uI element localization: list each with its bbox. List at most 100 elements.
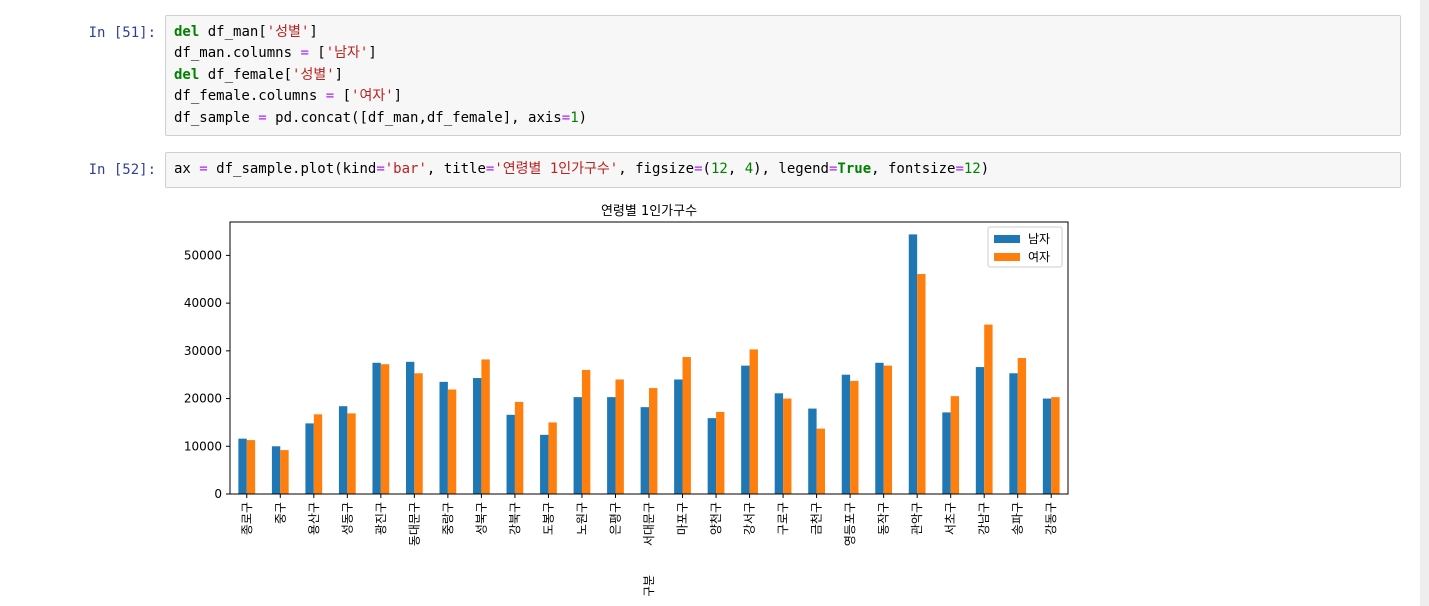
code-line: df_man.columns = ['남자']	[174, 43, 1392, 64]
bar-남자	[573, 397, 582, 494]
code-token: ]	[393, 88, 403, 105]
x-axis-label: 구분	[642, 575, 656, 596]
code-token: =	[955, 161, 964, 177]
code-token: [	[258, 24, 267, 40]
code-token: ax	[174, 161, 200, 177]
bar-여자	[783, 398, 792, 494]
code-line: del df_man['성별']	[174, 22, 1392, 43]
code-token: '남자'	[325, 45, 369, 62]
code-token: pd.concat([df_man,df_female], axis	[266, 109, 562, 126]
code-cell-input[interactable]: ax = df_sample.plot(kind='bar', title='연…	[165, 152, 1401, 188]
bar-남자	[741, 365, 750, 494]
code-token: '여자'	[351, 88, 394, 105]
bar-여자	[716, 411, 725, 494]
bar-여자	[850, 380, 859, 494]
bar-남자	[372, 362, 381, 494]
scrollbar[interactable]	[1420, 0, 1429, 606]
code-cell-input[interactable]: del df_man['성별'] df_man.columns = ['남자'] d…	[165, 15, 1401, 136]
code-token: df_man	[199, 24, 259, 40]
x-tick-label: 동대문구	[407, 502, 421, 546]
code-token: =	[199, 161, 208, 177]
legend-label: 남자	[1028, 232, 1050, 246]
x-tick-label: 강동구	[1044, 502, 1058, 535]
legend-label: 여자	[1028, 250, 1050, 264]
code-token: 'bar'	[384, 161, 427, 177]
bar-여자	[380, 364, 390, 494]
code-line: ax = df_sample.plot(kind='bar', title='연…	[174, 159, 1392, 180]
bar-남자	[908, 234, 918, 494]
bar-남자	[774, 393, 784, 494]
y-tick-label: 50000	[184, 248, 222, 262]
code-token: =	[485, 161, 495, 177]
code-token: True	[837, 161, 872, 177]
bar-여자	[581, 369, 591, 494]
code-token: =	[561, 109, 571, 126]
bar-남자	[540, 434, 549, 494]
code-token: )	[980, 161, 990, 177]
code-token: (	[702, 161, 711, 177]
bar-여자	[615, 379, 624, 494]
y-tick-label: 30000	[184, 344, 222, 358]
bar-여자	[481, 359, 490, 494]
bar-남자	[271, 446, 281, 494]
bar-여자	[347, 413, 356, 494]
x-tick-label: 금천구	[809, 502, 824, 535]
code-token: [	[283, 66, 293, 83]
code-token: df_female	[199, 66, 284, 83]
code-token: df_sample	[174, 109, 259, 126]
code-token: =	[300, 45, 309, 62]
cell-output: 연령별 1인가구수 0 10000 20000 30000 40000 50000 종로구 중구…	[168, 196, 1088, 597]
bar-여자	[816, 428, 825, 494]
x-tick-label: 성북구	[474, 502, 488, 535]
x-tick-label: 영등포구	[843, 502, 857, 546]
code-token: ]	[334, 66, 344, 83]
x-tick-label: 광진구	[374, 502, 388, 535]
bar-여자	[917, 274, 926, 494]
code-token: =	[258, 109, 267, 126]
code-token: df_sample.plot(kind	[207, 161, 377, 177]
bar-남자	[707, 418, 717, 494]
bar-여자	[950, 396, 960, 494]
code-token: '성별'	[266, 24, 310, 40]
code-token: '성별'	[292, 66, 335, 83]
bar-남자	[808, 408, 817, 494]
y-tick-label: 0	[214, 487, 222, 501]
code-token: 4	[744, 161, 754, 177]
code-token: =	[694, 161, 703, 177]
x-tick-label: 도봉구	[541, 502, 555, 535]
code-token: 12	[710, 161, 728, 177]
bar-여자	[1051, 397, 1060, 494]
code-token: 12	[963, 161, 981, 177]
bar-여자	[1017, 358, 1027, 494]
bar-남자	[607, 397, 616, 494]
bar-남자	[473, 378, 482, 494]
legend-swatch-남자	[994, 235, 1020, 243]
code-token: =	[376, 161, 385, 177]
legend-swatch-여자	[994, 253, 1020, 261]
x-tick-label: 성동구	[340, 502, 354, 535]
bar-남자	[238, 438, 247, 494]
code-token: del	[174, 66, 200, 83]
bar-남자	[405, 361, 415, 494]
x-tick-label: 양천구	[708, 502, 723, 535]
x-tick-label: 서대문구	[642, 502, 656, 546]
bar-남자	[506, 414, 515, 494]
bar-남자	[305, 423, 314, 494]
cell-prompt: In [52]:	[88, 162, 156, 178]
code-token: df_man.columns	[174, 45, 301, 62]
bar-여자	[514, 401, 524, 494]
code-token: df_female.columns	[174, 88, 326, 105]
code-token: ,	[727, 161, 745, 177]
x-tick-label: 종로구	[240, 502, 254, 535]
code-token: ]	[368, 45, 377, 62]
x-tick-label: 강북구	[508, 502, 522, 535]
code-token: ]	[309, 24, 318, 40]
bar-여자	[414, 373, 423, 494]
y-tick-label: 20000	[184, 392, 222, 406]
y-tick-label: 40000	[184, 296, 222, 310]
code-token: =	[325, 88, 335, 105]
code-token: , figsize	[618, 161, 695, 177]
code-line: del df_female['성별']	[174, 65, 1392, 86]
x-tick-label: 은평구	[608, 502, 622, 535]
